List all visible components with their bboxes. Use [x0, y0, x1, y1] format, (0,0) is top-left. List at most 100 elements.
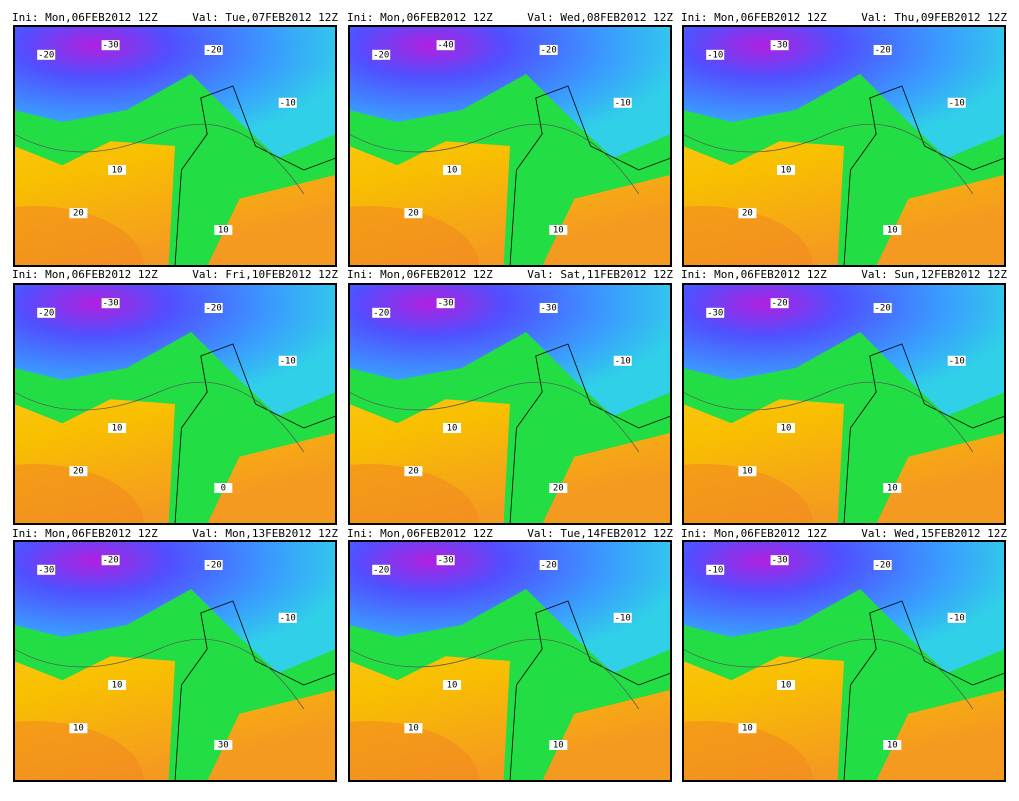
label-box — [706, 564, 725, 575]
label-box — [443, 680, 462, 690]
contour-label: 10 — [887, 484, 898, 494]
contour-label: 10 — [112, 166, 123, 176]
contour-label: 10 — [553, 741, 564, 751]
contour-label: -40 — [437, 41, 453, 51]
contour-label: -10 — [707, 50, 723, 60]
label-box — [549, 483, 568, 493]
contour-label: -20 — [875, 561, 891, 571]
hot-area — [349, 206, 479, 266]
label-box — [738, 723, 757, 734]
valid-time: Val: Fri,10FEB2012 12Z — [192, 268, 338, 281]
label-box — [738, 466, 757, 477]
contour-label: -10 — [949, 613, 965, 623]
map: -20 -30 -20 -10 10 10 10 — [349, 541, 671, 781]
contour-label: -30 — [38, 565, 54, 575]
label-box — [873, 303, 892, 313]
label-box — [777, 680, 796, 690]
label-box — [436, 40, 455, 51]
contour-label: -30 — [437, 556, 453, 566]
label-box — [443, 165, 462, 175]
init-time: Ini: Mon,06FEB2012 12Z — [347, 268, 493, 281]
contour-label: -30 — [771, 556, 787, 566]
map: -30 -20 -20 -10 10 10 30 — [14, 541, 336, 781]
contour-label: 10 — [112, 424, 123, 434]
contour-label: -20 — [373, 50, 389, 60]
contour-label: 20 — [73, 209, 84, 219]
contour — [14, 381, 305, 453]
contour-label: -10 — [707, 565, 723, 575]
contour-label: 10 — [218, 226, 229, 236]
contour-label: 10 — [781, 166, 792, 176]
label-box — [883, 740, 902, 750]
cold-area — [349, 284, 671, 416]
label-box — [873, 45, 892, 55]
contour-label: 10 — [112, 681, 123, 691]
valid-time: Val: Sun,12FEB2012 12Z — [861, 268, 1007, 281]
coastline — [843, 600, 1005, 781]
contour-label: -20 — [541, 561, 557, 571]
map-frame — [13, 283, 337, 525]
label-box — [404, 208, 423, 219]
contour-label: 20 — [408, 467, 419, 477]
label-box — [539, 303, 558, 313]
contour-label: -20 — [102, 556, 118, 566]
contour — [349, 123, 640, 195]
label-box — [883, 483, 902, 493]
label-box — [873, 560, 892, 570]
contour-label: -20 — [38, 50, 54, 60]
map-frame — [682, 540, 1006, 782]
contour-label: -20 — [38, 308, 54, 318]
map: -10 -30 -20 -10 10 20 10 — [683, 26, 1005, 266]
valid-time: Val: Sat,11FEB2012 12Z — [527, 268, 673, 281]
contour-label: 10 — [553, 226, 564, 236]
hot-area — [683, 464, 813, 524]
valid-time: Val: Thu,09FEB2012 12Z — [861, 11, 1007, 24]
label-box — [770, 298, 789, 309]
contour-label: 10 — [887, 741, 898, 751]
contour-label: -20 — [373, 308, 389, 318]
contour-label: -30 — [771, 41, 787, 51]
label-box — [278, 612, 297, 623]
coastline — [174, 85, 336, 266]
cold-area — [14, 541, 336, 673]
contour-label: -10 — [949, 98, 965, 108]
contour-label: 10 — [408, 724, 419, 734]
label-box — [947, 612, 966, 623]
coastline — [174, 600, 336, 781]
label-box — [883, 225, 902, 235]
map-frame — [348, 25, 672, 267]
cold-area — [14, 26, 336, 158]
label-box — [549, 740, 568, 750]
label-box — [613, 355, 632, 366]
label-box — [69, 208, 88, 219]
label-box — [214, 740, 233, 750]
contour-label: 20 — [742, 209, 753, 219]
map-frame — [13, 540, 337, 782]
valid-time: Val: Wed,08FEB2012 12Z — [527, 11, 673, 24]
cold-area — [683, 541, 1005, 673]
hot-area — [349, 464, 479, 524]
label-box — [539, 560, 558, 570]
label-box — [738, 208, 757, 219]
label-box — [372, 564, 391, 575]
contour-label: -20 — [206, 46, 222, 56]
contour-label: 30 — [218, 741, 229, 751]
contour — [683, 638, 974, 710]
label-box — [278, 355, 297, 366]
init-time: Ini: Mon,06FEB2012 12Z — [347, 527, 493, 540]
map: -30 -20 -20 -10 10 10 10 — [683, 284, 1005, 524]
coastline — [509, 343, 671, 524]
label-box — [404, 723, 423, 734]
cold-area — [349, 26, 671, 158]
contour — [349, 381, 640, 453]
cold-area — [349, 541, 671, 673]
label-box — [37, 564, 56, 575]
map: -20 -30 -20 -10 10 20 10 — [14, 26, 336, 266]
label-box — [436, 298, 455, 309]
contour-label: -30 — [707, 308, 723, 318]
contour-label: -30 — [102, 299, 118, 309]
contour-label: -30 — [437, 299, 453, 309]
contour — [683, 123, 974, 195]
cold-area — [14, 284, 336, 416]
coastline — [174, 343, 336, 524]
